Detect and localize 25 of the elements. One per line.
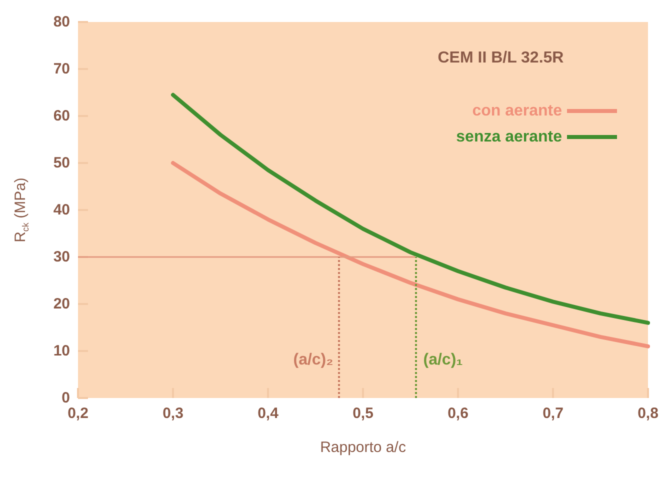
- line-series: [171, 92, 650, 325]
- x-tick-label: 0,2: [68, 405, 88, 422]
- y-tick-label: 80: [53, 14, 70, 30]
- ref-line-label: (a/c)₁: [423, 351, 464, 368]
- x-tick-label: 0,6: [448, 405, 468, 422]
- y-tick-label: 0: [62, 390, 70, 406]
- legend-label: senza aerante: [456, 128, 562, 146]
- y-tick-label: 30: [53, 248, 70, 266]
- y-tick-label: 10: [53, 342, 70, 360]
- y-axis-title: Rck (MPa): [12, 178, 30, 242]
- x-tick-label: 0,4: [258, 405, 280, 422]
- ref-line-label: (a/c)₂: [293, 351, 334, 368]
- y-tick-label: 40: [53, 202, 70, 218]
- text: CEM II B/L 32.5R: [438, 50, 564, 66]
- x-axis-title: Rapporto a/c: [320, 439, 406, 456]
- x-tick-label: 0,5: [352, 405, 374, 422]
- y-tick-label: 50: [53, 154, 70, 172]
- line-series: [171, 161, 650, 348]
- x-tick-label: 0,8: [638, 405, 658, 422]
- y-tick-label: 60: [53, 108, 70, 124]
- x-tick-label: 0,7: [542, 405, 564, 422]
- x-tick-label: 0,3: [162, 405, 184, 422]
- legend-label: con aerante: [472, 102, 562, 120]
- y-tick-label: 70: [53, 60, 70, 78]
- y-tick-label: 20: [53, 296, 70, 312]
